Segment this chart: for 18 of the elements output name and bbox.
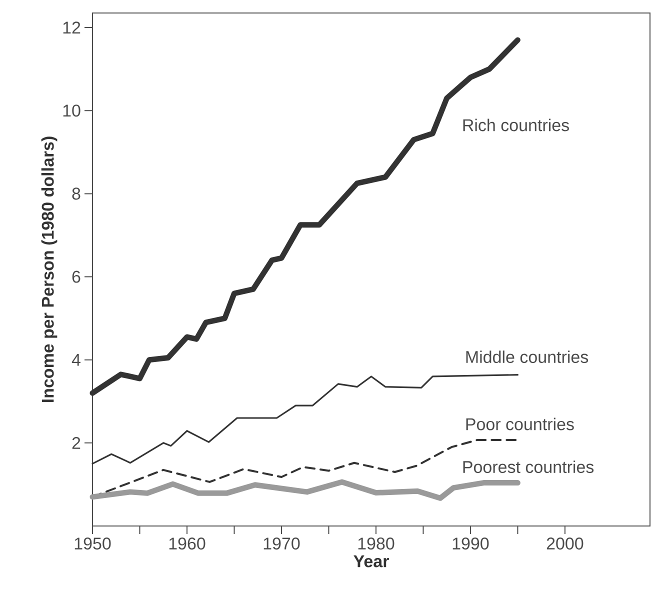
y-tick-label: 2 xyxy=(72,436,80,449)
series-label: Poorest countries xyxy=(463,460,594,474)
x-tick-label: 1980 xyxy=(358,538,394,550)
y-tick-label: 4 xyxy=(72,354,80,366)
x-axis-title: Year xyxy=(354,555,389,568)
x-tick-label: 1990 xyxy=(452,538,489,550)
y-tick-label: 12 xyxy=(63,22,80,34)
x-tick-label: 2000 xyxy=(546,538,584,550)
x-tick-label: 1950 xyxy=(74,538,111,550)
y-tick-label: 8 xyxy=(72,188,80,200)
series-label: Poor countries xyxy=(466,418,574,430)
y-tick-label: 6 xyxy=(72,270,80,283)
x-tick-label: 1960 xyxy=(169,538,206,550)
y-tick-label: 10 xyxy=(63,104,80,117)
y-axis-title: Income per Person (1980 dollars) xyxy=(41,136,58,402)
series-label: Middle countries xyxy=(466,350,588,364)
series-label: Rich countries xyxy=(463,118,569,132)
x-tick-label: 1970 xyxy=(264,538,300,550)
